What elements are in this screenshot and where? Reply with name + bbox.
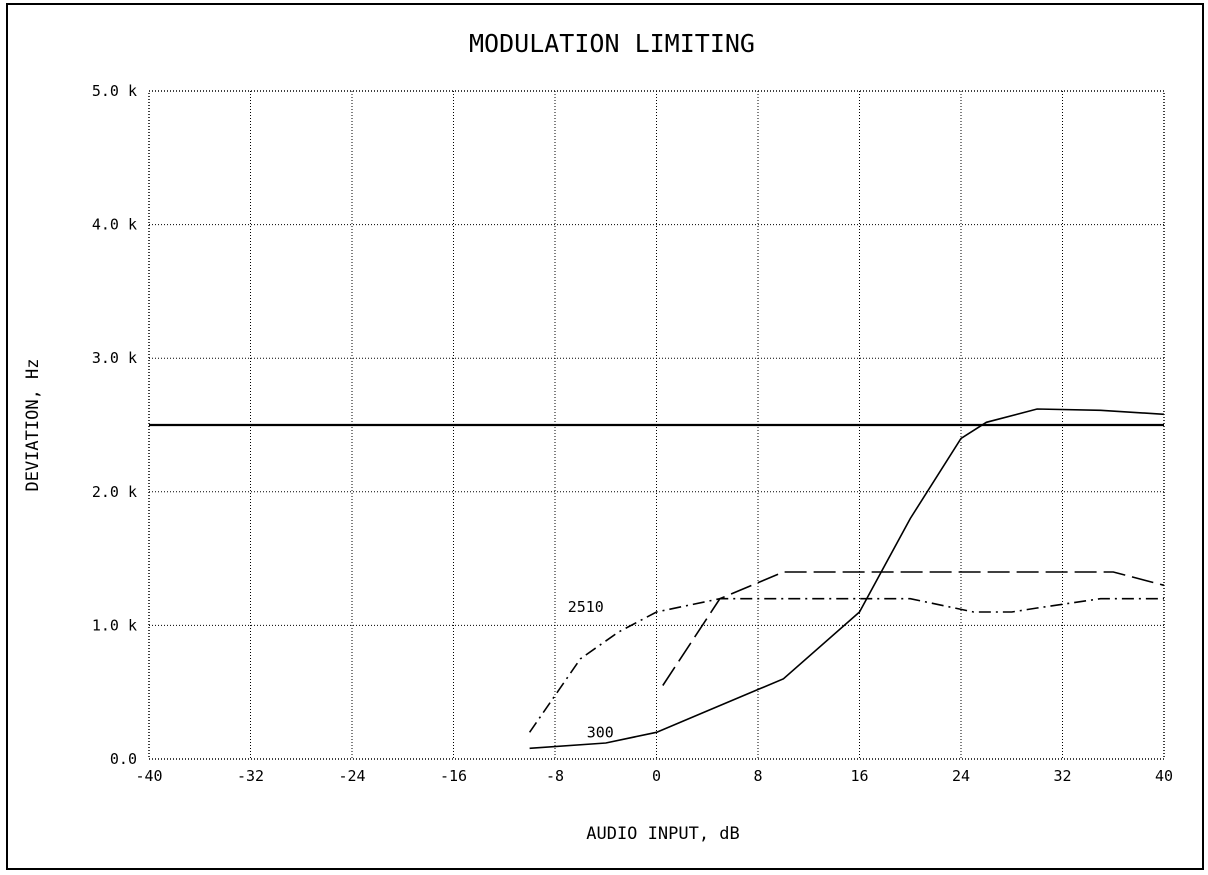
y-tick-label: 3.0 k	[92, 349, 137, 367]
x-tick-label: 8	[753, 767, 762, 785]
x-tick-label: 16	[850, 767, 868, 785]
x-tick-label: 32	[1053, 767, 1071, 785]
data-series	[149, 408, 1165, 750]
x-tick-label: 24	[952, 767, 970, 785]
tick-labels: -40 -32 -24 -16 -8 0 8 16 24 32 40 0.0 1.0 k 2.0 k 3.0…	[92, 82, 1173, 785]
series-labels: 300 2510	[568, 598, 614, 742]
y-tick-label: 4.0 k	[92, 216, 137, 234]
y-tick-label: 2.0 k	[92, 483, 137, 501]
y-tick-label: 0.0	[110, 750, 137, 768]
chart-frame: MODULATION LIMITING -40 -32 -24 -16 -8 0 8 16 24…	[6, 3, 1204, 870]
y-tick-label: 1.0 k	[92, 616, 137, 634]
x-tick-label: 0	[652, 767, 661, 785]
chart-title: MODULATION LIMITING	[469, 29, 755, 58]
x-tick-label: -24	[338, 767, 365, 785]
x-tick-label: -32	[237, 767, 264, 785]
y-tick-label: 5.0 k	[92, 82, 137, 100]
series-line-2510	[528, 597, 1164, 733]
series-line-long-dash	[662, 571, 1165, 686]
x-axis-title: AUDIO INPUT, dB	[586, 824, 740, 844]
modulation-limiting-chart: MODULATION LIMITING -40 -32 -24 -16 -8 0 8 16 24…	[23, 29, 1173, 844]
x-tick-label: 40	[1155, 767, 1173, 785]
y-axis-title: DEVIATION, Hz	[23, 358, 43, 491]
series-label: 2510	[568, 598, 604, 616]
x-tick-label: -8	[546, 767, 564, 785]
x-tick-label: -40	[135, 767, 162, 785]
series-line-300	[529, 408, 1165, 750]
series-label: 300	[587, 724, 614, 742]
x-tick-label: -16	[440, 767, 467, 785]
